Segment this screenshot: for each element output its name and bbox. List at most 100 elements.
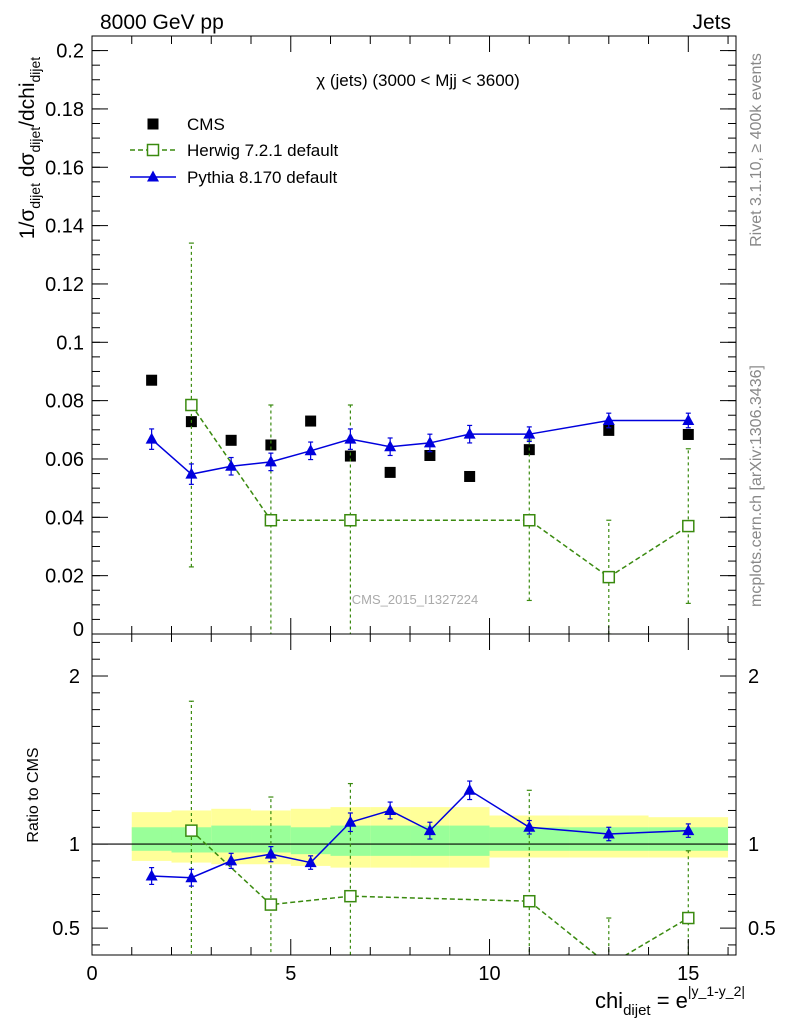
ratio-herwig-7-2-1-default-point bbox=[603, 960, 614, 971]
y-tick-label: 0.18 bbox=[45, 99, 84, 121]
pythia-8-170-default-point bbox=[304, 444, 317, 456]
herwig-7-2-1-default-line bbox=[190, 404, 689, 579]
ratio-pythia-8-170-default-point bbox=[145, 869, 158, 881]
x-tick-label: 0 bbox=[86, 963, 97, 985]
legend-marker-pythia-8-170-default bbox=[147, 170, 159, 182]
pythia-8-170-default-point bbox=[185, 467, 198, 479]
ratio-pythia-8-170-default-point bbox=[523, 820, 536, 832]
herwig-7-2-1-default-point bbox=[682, 519, 695, 533]
x-tick-label: 15 bbox=[677, 963, 699, 985]
legend-marker-cms bbox=[147, 118, 159, 130]
herwig-7-2-1-default-point bbox=[523, 513, 536, 527]
x-tick-label: 10 bbox=[478, 963, 500, 985]
pythia-8-170-default-point bbox=[145, 432, 158, 444]
cms-point bbox=[384, 466, 396, 478]
ratio-y-tick-label-right: 0.5 bbox=[748, 918, 776, 940]
cms-point bbox=[344, 450, 356, 462]
series-herwig-7-2-1-default bbox=[185, 242, 695, 634]
mcplots-label: mcplots.cern.ch [arXiv:1306.3436] bbox=[748, 365, 765, 607]
y-tick-label: 0.1 bbox=[56, 332, 84, 354]
ratio-ylabel: Ratio to CMS bbox=[25, 747, 42, 842]
ratio-pythia-8-170-default-point bbox=[682, 824, 695, 836]
pythia-8-170-default-point bbox=[602, 413, 615, 425]
ratio-y-tick-label: 2 bbox=[69, 666, 80, 688]
y-tick-label: 0.02 bbox=[45, 566, 84, 588]
y-tick-label: 0.08 bbox=[45, 391, 84, 413]
pythia-8-170-default-point bbox=[523, 427, 536, 439]
ratio-herwig-7-2-1-default-point bbox=[682, 911, 695, 925]
cms-point bbox=[146, 374, 158, 386]
cms-point bbox=[682, 428, 694, 440]
herwig-7-2-1-default-point bbox=[344, 513, 357, 527]
ratio-herwig-7-2-1-default-line bbox=[190, 830, 689, 955]
ratio-pythia-8-170-default-point bbox=[384, 803, 397, 815]
y-tick-label: 0.14 bbox=[45, 216, 84, 238]
uncertainty-band-inner bbox=[211, 825, 252, 853]
cms-point bbox=[464, 470, 476, 482]
uncertainty-band-inner bbox=[290, 827, 331, 855]
pythia-8-170-default-point bbox=[682, 413, 695, 425]
ratio-herwig-7-2-1-default-point bbox=[344, 889, 357, 903]
pythia-8-170-default-point bbox=[423, 436, 436, 448]
uncertainty-band-inner bbox=[449, 825, 490, 856]
watermark: CMS_2015_I1327224 bbox=[352, 592, 479, 607]
uncertainty-band-inner bbox=[370, 825, 411, 856]
pythia-8-170-default-point bbox=[384, 440, 397, 452]
ratio-herwig-7-2-1-default-point bbox=[523, 894, 536, 908]
ratio-y-tick-label-right: 2 bbox=[748, 666, 759, 688]
x-axis-label: chidijet = e|y_1-y_2| bbox=[595, 983, 745, 1019]
process-label: Jets bbox=[692, 11, 731, 34]
ratio-pythia-8-170-default-point bbox=[304, 856, 317, 868]
ratio-pythia-8-170-default-point bbox=[185, 871, 198, 883]
ratio-pythia-8-170-default-point bbox=[423, 824, 436, 836]
legend-label-cms: CMS bbox=[187, 115, 225, 134]
cms-point bbox=[603, 424, 615, 436]
ratio-plot-panel: 0 5 10 15 0.5 0.5 1 1 2 2 bbox=[52, 633, 776, 985]
rivet-label: Rivet 3.1.10, ≥ 400k events bbox=[748, 53, 765, 247]
ratio-y-tick-label: 0.5 bbox=[52, 918, 80, 940]
ratio-pythia-8-170-default-line bbox=[151, 789, 689, 879]
ratio-y-tick-label: 1 bbox=[69, 834, 80, 856]
uncertainty-band-inner bbox=[489, 827, 570, 851]
ratio-pythia-8-170-default-point bbox=[264, 847, 277, 859]
pythia-8-170-default-point bbox=[225, 459, 238, 471]
legend: CMS Herwig 7.2.1 default Pythia 8.170 defa… bbox=[130, 115, 338, 187]
ratio-herwig-7-2-1-default-point bbox=[185, 824, 198, 837]
ratio-pythia-8-170-default-point bbox=[344, 815, 357, 827]
cms-point bbox=[305, 415, 317, 427]
series-pythia-8-170-default bbox=[145, 412, 695, 485]
ratio-pythia-8-170-default-point bbox=[225, 854, 238, 866]
cms-point bbox=[225, 434, 237, 446]
pythia-8-170-default-point bbox=[463, 427, 476, 439]
y-tick-label: 0 bbox=[73, 619, 84, 641]
y-tick-label: 0.06 bbox=[45, 449, 84, 471]
y-tick-label: 0.16 bbox=[45, 157, 84, 179]
ratio-pythia-8-170-default-point bbox=[602, 827, 615, 839]
main-ylabel: 1/σdijet dσdijet/dchidijet bbox=[16, 57, 43, 239]
pythia-8-170-default-point bbox=[264, 455, 277, 467]
ratio-frame bbox=[91, 633, 737, 956]
cms-point bbox=[265, 439, 277, 451]
energy-label: 8000 GeV pp bbox=[100, 11, 224, 34]
legend-label-pythia-8-170-default: Pythia 8.170 default bbox=[187, 168, 338, 187]
cms-point bbox=[424, 449, 436, 461]
x-tick-label: 5 bbox=[285, 963, 296, 985]
pythia-8-170-default-line bbox=[151, 419, 689, 475]
herwig-7-2-1-default-point bbox=[602, 570, 616, 584]
main-plot-panel: 00.020.040.060.080.10.120.140.160.180.2 … bbox=[45, 35, 737, 641]
pythia-8-170-default-point bbox=[344, 432, 357, 444]
herwig-7-2-1-default-point bbox=[185, 398, 198, 412]
legend-marker-herwig-7-2-1-default bbox=[146, 143, 160, 157]
y-tick-label: 0.2 bbox=[56, 41, 84, 63]
ratio-series-pythia-8-170-default bbox=[145, 780, 695, 887]
ratio-y-tick-label-right: 1 bbox=[748, 834, 759, 856]
herwig-7-2-1-default-point bbox=[264, 513, 278, 527]
legend-label-herwig-7-2-1-default: Herwig 7.2.1 default bbox=[187, 141, 338, 160]
y-tick-label: 0.04 bbox=[45, 507, 84, 529]
uncertainty-band-inner bbox=[131, 827, 172, 851]
main-title: χ (jets) (3000 < Mjj < 3600) bbox=[316, 71, 520, 90]
ratio-pythia-8-170-default-point bbox=[463, 783, 476, 795]
y-tick-label: 0.12 bbox=[45, 274, 84, 296]
ratio-herwig-7-2-1-default-point bbox=[264, 898, 278, 911]
